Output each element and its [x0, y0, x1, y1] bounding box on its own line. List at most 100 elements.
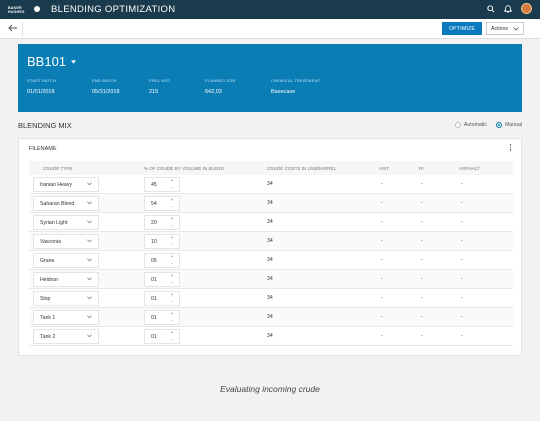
pct-volume-value: 05	[151, 258, 157, 264]
crude-type-select[interactable]: Iranian Heavy	[33, 177, 99, 192]
pct-volume-input[interactable]: 01	[144, 272, 180, 287]
radio-automatic-label[interactable]: Automatic	[463, 122, 487, 128]
crude-cost-value: 34	[267, 276, 273, 282]
increment-icon[interactable]: +	[170, 254, 174, 259]
chevron-down-icon	[87, 182, 92, 186]
pct-volume-input[interactable]: 10	[144, 234, 180, 249]
crude-type-value: Iranian Heavy	[40, 181, 73, 188]
pct-stepper[interactable]: + -	[168, 310, 176, 325]
actions-dropdown[interactable]: Actions	[486, 22, 524, 35]
table-row: Heidrun 01 + - 34 - - -	[29, 270, 513, 289]
crude-type-select[interactable]: Vasconia	[33, 234, 99, 249]
asphalt-value: -	[461, 333, 463, 339]
chevron-down-icon	[513, 26, 519, 31]
increment-icon[interactable]: +	[170, 292, 174, 297]
decrement-icon[interactable]: -	[171, 280, 173, 285]
crude-type-value: Tank 2	[40, 333, 56, 340]
bell-icon[interactable]	[504, 4, 512, 13]
decrement-icon[interactable]: -	[171, 337, 173, 342]
decrement-icon[interactable]: -	[171, 242, 173, 247]
pct-stepper[interactable]: + -	[168, 329, 176, 344]
ri-value: -	[421, 200, 423, 206]
crude-cost-value: 34	[267, 257, 273, 263]
pct-stepper[interactable]: + -	[168, 253, 176, 268]
pct-stepper[interactable]: + -	[168, 215, 176, 230]
asit-value: -	[381, 181, 383, 187]
ri-value: -	[421, 333, 423, 339]
search-icon[interactable]	[487, 4, 495, 13]
crude-type-select[interactable]: Slop	[33, 291, 99, 306]
table-row: Syrian Light 20 + - 34 - - -	[29, 213, 513, 232]
asit-value: -	[381, 200, 383, 206]
col-ri: RI	[419, 166, 424, 171]
asit-value: -	[381, 257, 383, 263]
crude-type-select[interactable]: Syrian Light	[33, 215, 99, 230]
table-row: Grane 05 + - 34 - - -	[29, 251, 513, 270]
chevron-down-icon	[87, 201, 92, 205]
pct-volume-input[interactable]: 01	[144, 291, 180, 306]
pct-stepper[interactable]: + -	[168, 234, 176, 249]
ri-value: -	[421, 314, 423, 320]
pct-volume-input[interactable]: 20	[144, 215, 180, 230]
pct-stepper[interactable]: + -	[168, 196, 176, 211]
increment-icon[interactable]: +	[170, 178, 174, 183]
asphalt-value: -	[461, 257, 463, 263]
pct-volume-input[interactable]: 45	[144, 177, 180, 192]
increment-icon[interactable]: +	[170, 330, 174, 335]
increment-icon[interactable]: +	[170, 311, 174, 316]
pct-volume-input[interactable]: 01	[144, 310, 180, 325]
table-row: Iranian Heavy 45 + - 34 - - -	[29, 175, 513, 194]
pct-volume-input[interactable]: 54	[144, 196, 180, 211]
crude-type-select[interactable]: Saharan Blend	[33, 196, 99, 211]
field-end-batch: END BATCH 05/31/2018	[92, 78, 120, 95]
logo-text-line1: BAKER	[8, 5, 22, 10]
decrement-icon[interactable]: -	[171, 299, 173, 304]
divider	[22, 22, 23, 36]
increment-icon[interactable]: +	[170, 216, 174, 221]
increment-icon[interactable]: +	[170, 235, 174, 240]
crude-type-select[interactable]: Tank 1	[33, 310, 99, 325]
ri-value: -	[421, 276, 423, 282]
crude-cost-value: 34	[267, 219, 273, 225]
pct-volume-input[interactable]: 01	[144, 329, 180, 344]
logo-text-line2: HUGHES	[8, 9, 25, 14]
crude-type-value: Slop	[40, 295, 51, 302]
radio-automatic[interactable]	[454, 122, 461, 128]
decrement-icon[interactable]: -	[171, 204, 173, 209]
decrement-icon[interactable]: -	[171, 318, 173, 323]
pct-stepper[interactable]: + -	[168, 272, 176, 287]
radio-manual-label[interactable]: Manual	[504, 122, 522, 128]
sub-toolbar	[0, 19, 540, 39]
table-row: Tank 2 01 + - 34 - - -	[29, 327, 513, 346]
pct-stepper[interactable]: + -	[168, 177, 176, 192]
crude-cost-value: 34	[267, 200, 273, 206]
asphalt-value: -	[461, 295, 463, 301]
ri-value: -	[421, 238, 423, 244]
decrement-icon[interactable]: -	[171, 223, 173, 228]
pct-volume-input[interactable]: 05	[144, 253, 180, 268]
optimize-button[interactable]: OPTIMIZE	[442, 22, 482, 35]
pct-stepper[interactable]: + -	[168, 291, 176, 306]
crude-type-value: Heidrun	[40, 276, 59, 283]
crude-type-select[interactable]: Tank 2	[33, 329, 99, 344]
radio-manual[interactable]	[495, 122, 502, 128]
avatar[interactable]	[521, 3, 532, 14]
increment-icon[interactable]: +	[170, 197, 174, 202]
decrement-icon[interactable]: -	[171, 261, 173, 266]
batch-selector[interactable]: BB101	[27, 54, 77, 69]
table-header: CRUDE TYPE % OF CRUDE BY VOLUME IN BLEND…	[29, 161, 513, 175]
section-title: BLENDING MIX	[18, 121, 72, 130]
kebab-menu-icon[interactable]	[509, 144, 511, 151]
crude-type-select[interactable]: Grane	[33, 253, 99, 268]
crude-cost-value: 34	[267, 238, 273, 244]
decrement-icon[interactable]: -	[171, 185, 173, 190]
pct-volume-value: 54	[151, 201, 157, 207]
increment-icon[interactable]: +	[170, 273, 174, 278]
table-row: Tank 1 01 + - 34 - - -	[29, 308, 513, 327]
caption: Evaluating incoming crude	[220, 384, 320, 394]
field-prel-mst: PREL MST 215	[149, 78, 171, 95]
chevron-down-icon	[87, 258, 92, 262]
crude-type-select[interactable]: Heidrun	[33, 272, 99, 287]
asphalt-value: -	[461, 238, 463, 244]
back-arrow-icon[interactable]	[8, 24, 18, 34]
